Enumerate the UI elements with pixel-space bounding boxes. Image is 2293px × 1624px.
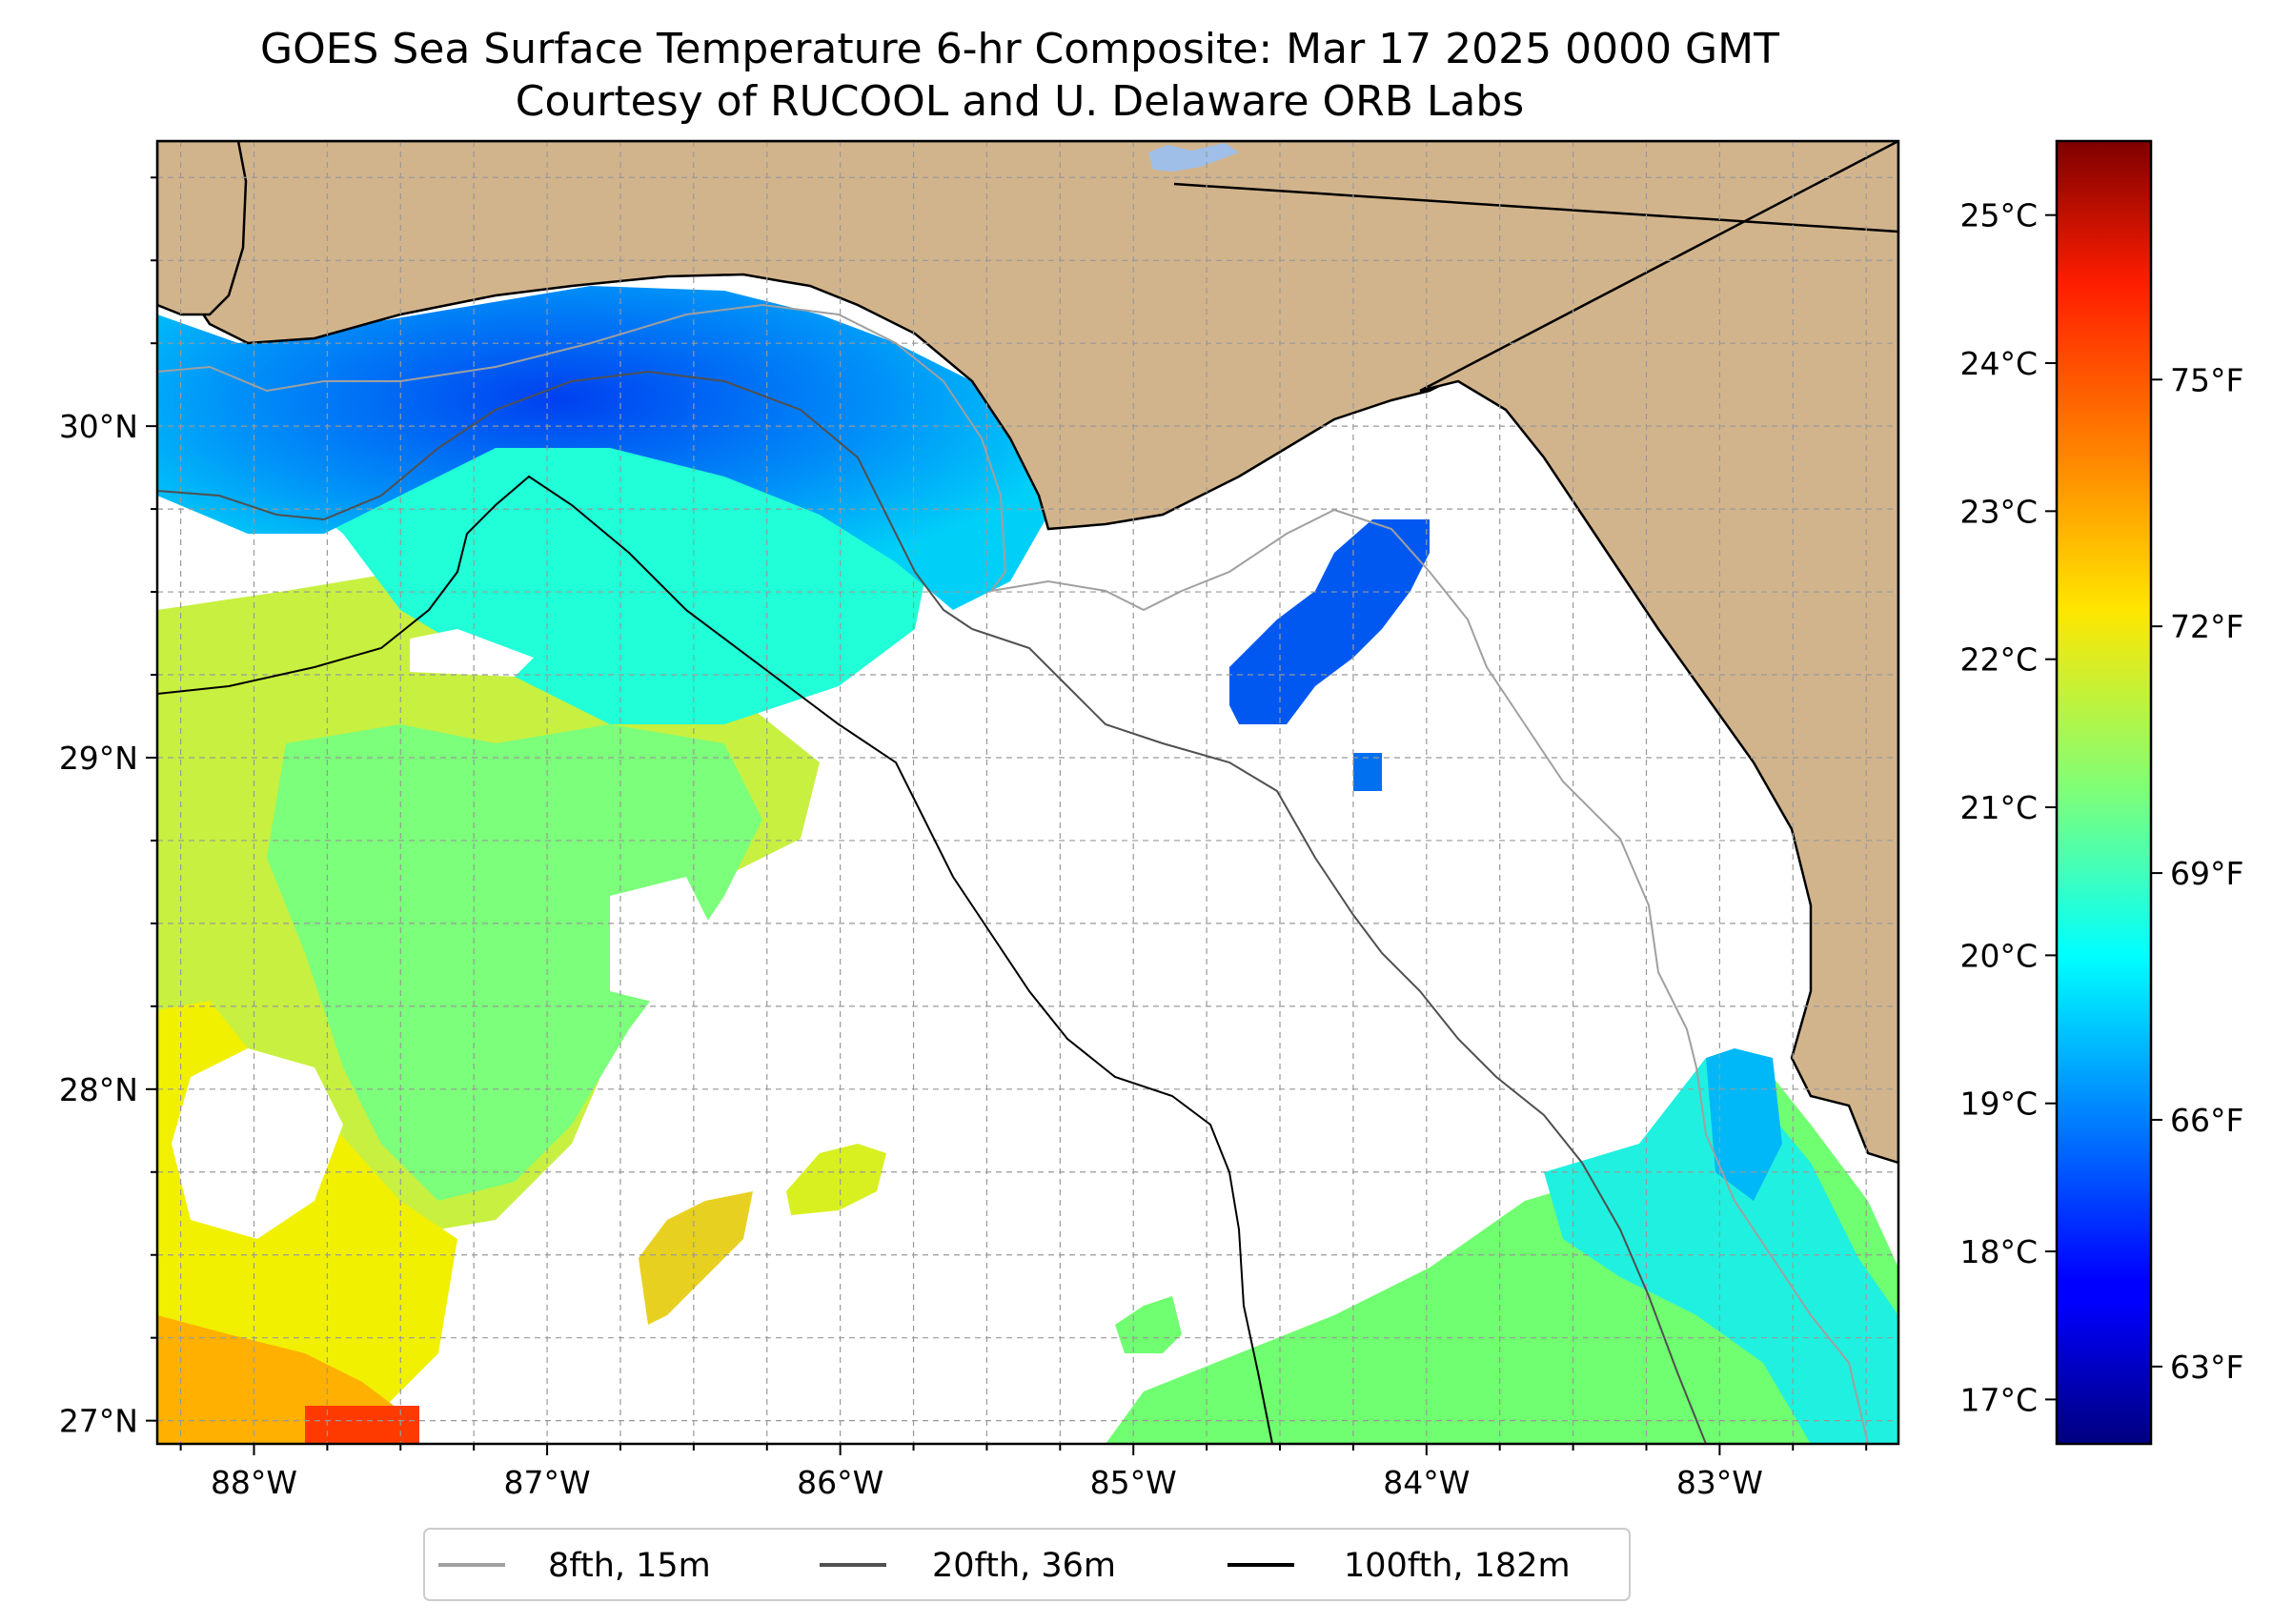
- sst-red-patch: [305, 1406, 419, 1444]
- no-data-west-2: [172, 1048, 343, 1239]
- fahrenheit-tick-label: 72°F: [2170, 608, 2243, 645]
- celsius-tick-label: 20°C: [1959, 937, 2038, 974]
- lon-tick-label: 84°W: [1383, 1464, 1470, 1501]
- fahrenheit-tick-label: 75°F: [2170, 361, 2243, 398]
- celsius-axis: 17°C 18°C 19°C 20°C 21°C 22°C 23°C 24°C 25°C: [1959, 197, 2057, 1418]
- sst-east-cyan: [1544, 1058, 1898, 1444]
- sst-yellow-patch-1: [639, 1191, 753, 1325]
- map-frame: [155, 139, 1900, 1446]
- sst-blue-offshore-bigbend: [1229, 519, 1430, 724]
- celsius-tick-label: 19°C: [1959, 1086, 2038, 1123]
- lon-tick-label: 88°W: [211, 1464, 297, 1501]
- legend-label-8fth: 8fth, 15m: [548, 1547, 711, 1585]
- isobath-100fth: [157, 475, 1273, 1444]
- land-florida-east: [1419, 141, 1898, 1165]
- legend-label-100fth: 100fth, 182m: [1344, 1547, 1571, 1585]
- colorbar: 17°C 18°C 19°C 20°C 21°C 22°C 23°C 24°C 25°C 63°…: [1959, 139, 2243, 1446]
- legend-label-20fth: 20fth, 36m: [932, 1547, 1116, 1585]
- isobath-20fth-east: [971, 628, 1707, 1444]
- isobath-legend: 8fth, 15m 20fth, 36m 100fth, 182m: [423, 1528, 1631, 1601]
- celsius-tick-label: 21°C: [1959, 789, 2038, 826]
- sst-blue-coastal: [157, 286, 1048, 610]
- sst-yellow-patch-2: [786, 1144, 886, 1215]
- sst-east-blue-coastal: [1706, 1048, 1782, 1201]
- lon-tick-label: 83°W: [1676, 1464, 1763, 1501]
- state-boundary-line: [1173, 182, 1898, 233]
- latitude-axis: 30°N 29°N 28°N 27°N: [59, 176, 157, 1440]
- sst-east-green-patch: [1115, 1296, 1182, 1353]
- lon-tick-label: 87°W: [504, 1464, 591, 1501]
- land-mobile-bay: [157, 141, 248, 316]
- lat-tick-label: 28°N: [59, 1071, 138, 1108]
- sst-blue-offshore-small: [1353, 753, 1382, 791]
- celsius-tick-label: 25°C: [1959, 197, 2038, 234]
- no-data-west-1: [410, 629, 534, 677]
- chart-title: GOES Sea Surface Temperature 6-hr Compos…: [260, 25, 1779, 73]
- fahrenheit-axis: 63°F 66°F 69°F 72°F 75°F: [2151, 361, 2243, 1386]
- longitude-axis: 88°W 87°W 86°W 85°W 84°W 83°W: [179, 1444, 1868, 1501]
- no-data-central-south: [610, 877, 724, 1010]
- celsius-tick-label: 17°C: [1959, 1381, 2038, 1418]
- celsius-tick-label: 18°C: [1959, 1233, 2038, 1270]
- celsius-tick-label: 24°C: [1959, 345, 2038, 382]
- isobath-20fth-west: [157, 370, 973, 630]
- sst-green-central: [267, 724, 762, 1201]
- isobath-8fth-west: [157, 303, 1007, 592]
- fahrenheit-tick-label: 63°F: [2170, 1349, 2243, 1386]
- lat-tick-label: 27°N: [59, 1403, 138, 1440]
- lon-tick-label: 86°W: [797, 1464, 883, 1501]
- fahrenheit-tick-label: 66°F: [2170, 1102, 2243, 1139]
- lat-tick-label: 29°N: [59, 740, 138, 777]
- fahrenheit-tick-label: 69°F: [2170, 855, 2243, 892]
- map-panel: [157, 141, 1898, 1444]
- chart-subtitle: Courtesy of RUCOOL and U. Delaware ORB L…: [516, 77, 1524, 126]
- lat-tick-label: 30°N: [59, 408, 138, 445]
- lon-tick-label: 85°W: [1090, 1464, 1177, 1501]
- celsius-tick-label: 22°C: [1959, 641, 2038, 679]
- colorbar-scale: [2055, 139, 2153, 1446]
- lake-seminole: [1148, 143, 1239, 172]
- celsius-tick-label: 23°C: [1959, 493, 2038, 530]
- isobath-8fth-east: [990, 508, 1869, 1444]
- legend-box: [423, 1528, 1631, 1601]
